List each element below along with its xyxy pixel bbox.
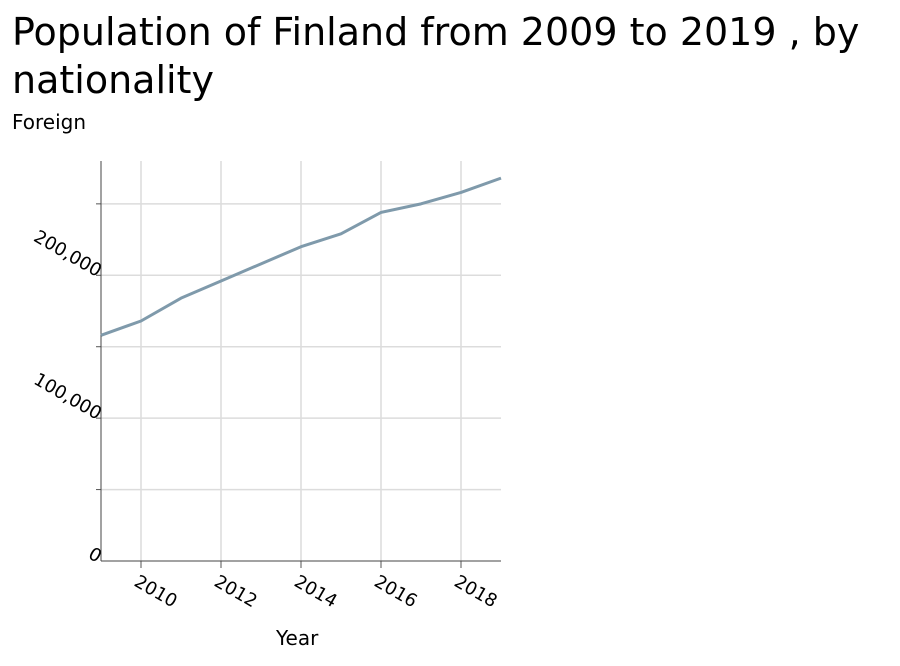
x-tick-label: 2014 [291, 571, 341, 612]
grid-lines [101, 161, 501, 561]
y-axis-label: Foreign [12, 110, 87, 134]
y-tick-label: 0 [85, 543, 105, 567]
chart-title: Population of Finland from 2009 to 2019 … [12, 10, 860, 102]
series-line [100, 176, 502, 337]
data-series [100, 176, 502, 337]
x-tick-label: 2016 [371, 571, 421, 612]
x-axis-label: Year [276, 626, 319, 650]
x-tick-label: 2012 [211, 571, 261, 612]
x-tick-label: 2010 [131, 571, 181, 612]
x-tick-label: 2018 [451, 571, 501, 612]
y-tick-label: 100,000 [30, 369, 105, 424]
axes [96, 161, 501, 568]
y-tick-label: 200,000 [30, 226, 105, 281]
